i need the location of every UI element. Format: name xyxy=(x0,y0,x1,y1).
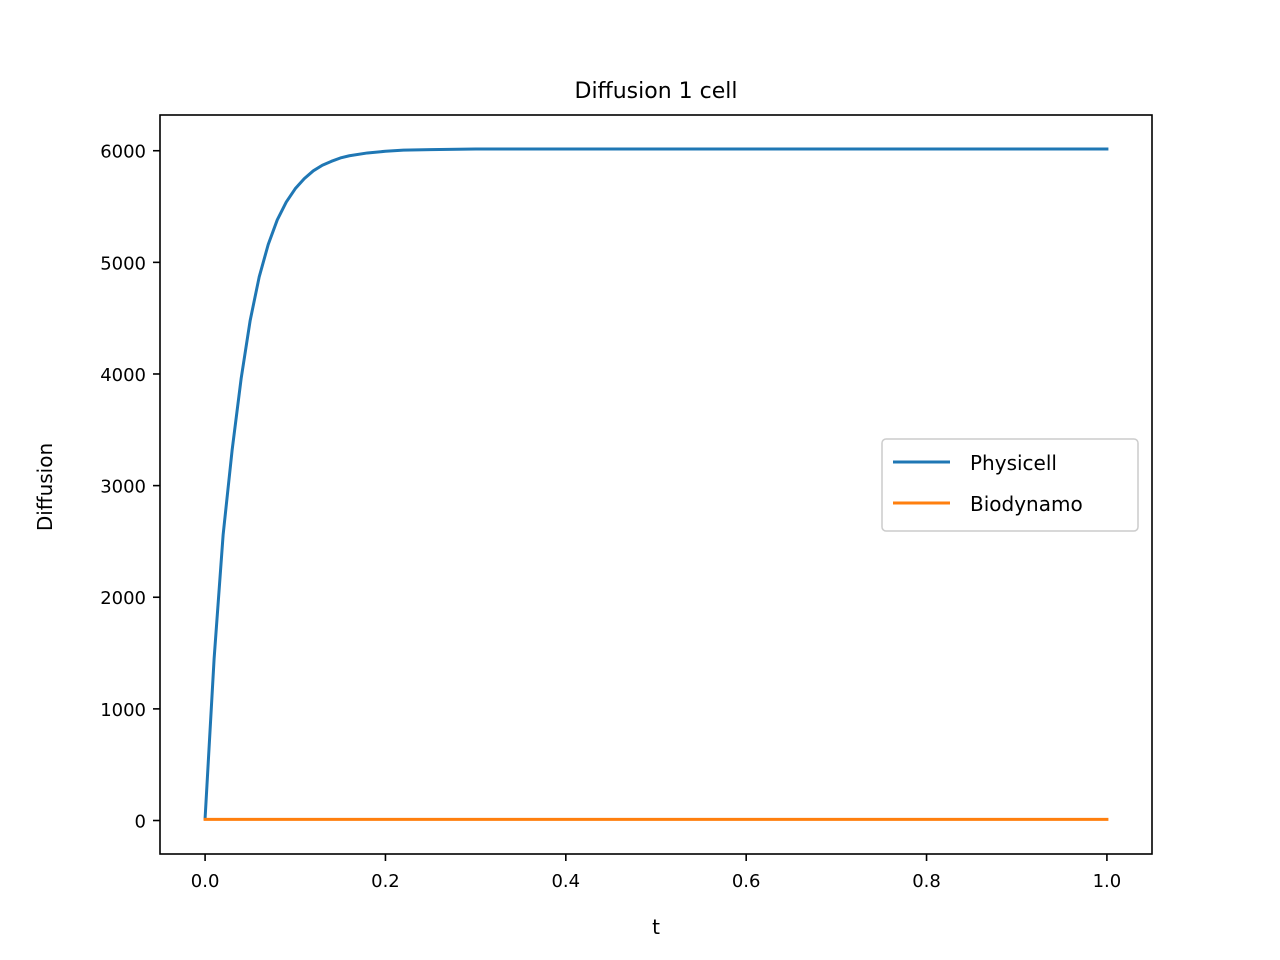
series-line-physicell xyxy=(203,147,1109,820)
x-tick-label: 0.6 xyxy=(732,871,761,892)
y-tick-label: 4000 xyxy=(100,365,146,386)
y-tick-label: 0 xyxy=(135,812,146,833)
legend-label-biodynamo: Biodynamo xyxy=(970,492,1083,516)
y-axis-ticks: 0 1000 2000 3000 4000 5000 6000 xyxy=(100,142,160,833)
plot-area xyxy=(159,114,1153,855)
x-tick-label: 1.0 xyxy=(1093,871,1122,892)
series-layer xyxy=(203,147,1109,821)
chart-title: Diffusion 1 cell xyxy=(575,79,738,104)
y-tick-label: 5000 xyxy=(100,253,146,274)
x-tick-label: 0.2 xyxy=(371,871,400,892)
x-axis-label: t xyxy=(652,915,660,939)
x-tick-label: 0.0 xyxy=(191,871,220,892)
y-tick-label: 2000 xyxy=(100,588,146,609)
x-tick-label: 0.4 xyxy=(551,871,580,892)
axes-frame xyxy=(159,114,1153,855)
x-tick-label: 0.8 xyxy=(912,871,941,892)
y-axis-label: Diffusion xyxy=(33,443,57,531)
x-axis-ticks: 0.0 0.2 0.4 0.6 0.8 1.0 xyxy=(191,854,1121,892)
legend-label-physicell: Physicell xyxy=(970,451,1057,475)
y-tick-label: 6000 xyxy=(100,142,146,163)
y-tick-label: 3000 xyxy=(100,477,146,498)
legend: Physicell Biodynamo xyxy=(881,438,1139,532)
y-tick-label: 1000 xyxy=(100,700,146,721)
